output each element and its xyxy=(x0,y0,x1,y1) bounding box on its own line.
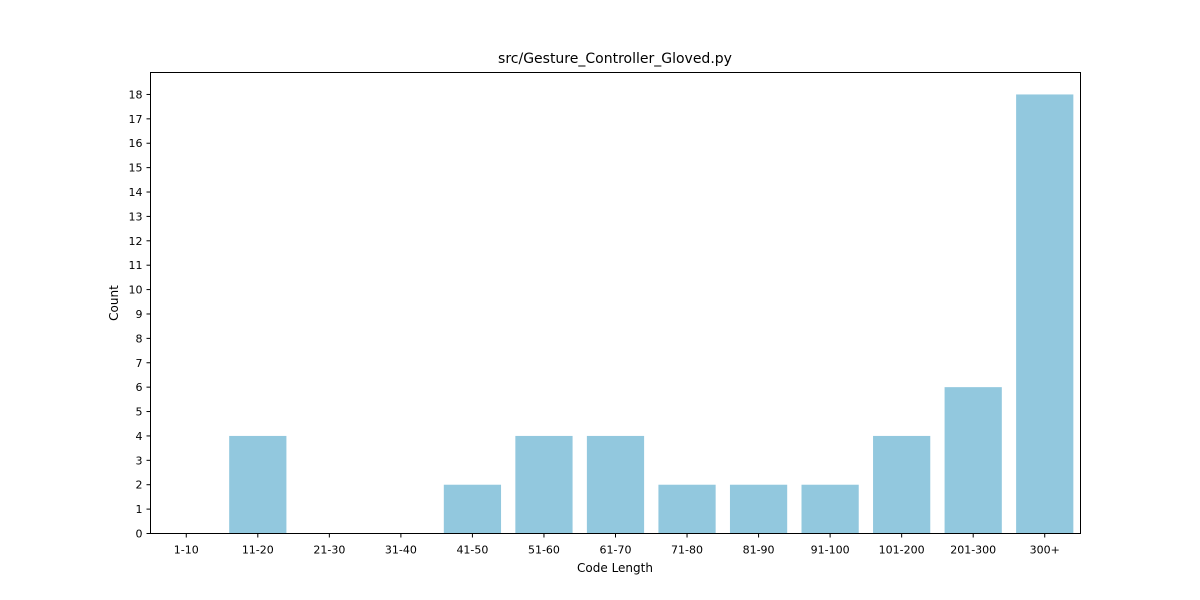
x-tick-label: 51-60 xyxy=(528,544,560,557)
x-tick-label: 71-80 xyxy=(671,544,703,557)
bar-51-60 xyxy=(515,435,573,534)
bar-11-20 xyxy=(229,435,287,534)
x-tick-label: 300+ xyxy=(1030,544,1060,557)
y-tick-label: 9 xyxy=(136,308,143,321)
y-axis-label: Count xyxy=(107,285,121,321)
x-tick-label: 81-90 xyxy=(743,544,775,557)
y-tick-label: 7 xyxy=(136,357,143,370)
bar-101-200 xyxy=(873,435,931,534)
y-tick-label: 5 xyxy=(136,406,143,419)
bar-61-70 xyxy=(586,435,645,534)
y-tick-label: 0 xyxy=(136,528,143,541)
y-tick-label: 18 xyxy=(129,88,143,101)
y-tick-label: 13 xyxy=(129,210,143,223)
x-tick-label: 1-10 xyxy=(174,544,199,557)
y-tick-label: 3 xyxy=(136,454,143,467)
x-axis-ticks: 1-10 11-20 21-30 31-40 41-50 51-60 61-70 71-80 8… xyxy=(174,533,1060,557)
y-tick-label: 10 xyxy=(129,284,143,297)
x-tick-label: 31-40 xyxy=(385,544,417,557)
bars xyxy=(229,94,1074,534)
bar-300+ xyxy=(1016,94,1074,534)
y-tick-label: 8 xyxy=(136,332,143,345)
bar-201-300 xyxy=(944,387,1002,534)
x-tick-label: 41-50 xyxy=(456,544,488,557)
y-tick-label: 11 xyxy=(129,259,143,272)
chart-title: src/Gesture_Controller_Gloved.py xyxy=(498,51,732,67)
bar-41-50 xyxy=(443,484,502,534)
x-tick-label: 21-30 xyxy=(313,544,345,557)
plot-frame xyxy=(150,72,1081,534)
y-tick-label: 17 xyxy=(129,113,143,126)
x-tick-label: 11-20 xyxy=(242,544,274,557)
x-tick-label: 101-200 xyxy=(879,544,925,557)
y-tick-label: 16 xyxy=(129,137,143,150)
bar-91-100 xyxy=(801,484,859,534)
bar-81-90 xyxy=(729,484,788,534)
y-tick-label: 15 xyxy=(129,162,143,175)
y-tick-label: 6 xyxy=(136,381,143,394)
y-tick-label: 1 xyxy=(136,503,143,516)
bar-71-80 xyxy=(658,484,716,534)
y-tick-label: 14 xyxy=(129,186,143,199)
x-axis-label: Code Length xyxy=(577,561,653,575)
y-tick-label: 12 xyxy=(129,235,143,248)
y-tick-label: 4 xyxy=(136,430,143,443)
y-tick-label: 2 xyxy=(136,479,143,492)
x-tick-label: 61-70 xyxy=(600,544,632,557)
x-tick-label: 201-300 xyxy=(950,544,996,557)
x-tick-label: 91-100 xyxy=(811,544,850,557)
